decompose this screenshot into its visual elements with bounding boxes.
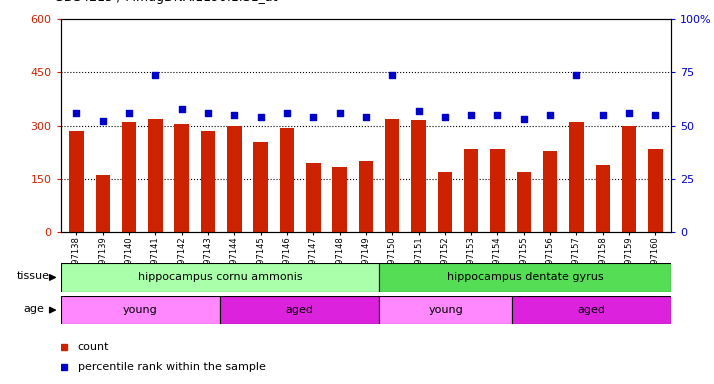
- Point: [650, 112, 661, 118]
- Bar: [227, 126, 241, 232]
- Text: GDS4215 / MmugDNA.1190.1.S1_at: GDS4215 / MmugDNA.1190.1.S1_at: [54, 0, 277, 4]
- Point: [334, 110, 346, 116]
- Bar: [622, 126, 636, 232]
- Point: [255, 114, 266, 120]
- Point: [386, 71, 398, 78]
- Text: age: age: [23, 304, 44, 314]
- Bar: [379, 263, 671, 292]
- Point: [597, 112, 608, 118]
- Bar: [438, 172, 452, 232]
- Bar: [306, 163, 321, 232]
- Point: [124, 110, 135, 116]
- Bar: [220, 296, 379, 324]
- Bar: [61, 296, 220, 324]
- Text: count: count: [78, 342, 109, 352]
- Bar: [96, 175, 110, 232]
- Point: [439, 114, 451, 120]
- Text: aged: aged: [578, 305, 605, 315]
- Bar: [595, 165, 610, 232]
- Bar: [358, 161, 373, 232]
- Text: young: young: [123, 305, 158, 315]
- Text: hippocampus cornu ammonis: hippocampus cornu ammonis: [138, 272, 302, 283]
- Bar: [201, 131, 216, 232]
- Point: [228, 112, 240, 118]
- Bar: [411, 121, 426, 232]
- Bar: [648, 149, 663, 232]
- Point: [176, 106, 188, 112]
- Bar: [61, 263, 379, 292]
- Point: [570, 71, 582, 78]
- Bar: [122, 122, 136, 232]
- Point: [466, 112, 477, 118]
- Bar: [516, 172, 531, 232]
- Bar: [385, 119, 399, 232]
- Point: [492, 112, 503, 118]
- Point: [413, 108, 424, 114]
- Point: [623, 110, 635, 116]
- Bar: [569, 122, 583, 232]
- Bar: [464, 149, 478, 232]
- Bar: [491, 149, 505, 232]
- Point: [150, 71, 161, 78]
- Point: [97, 118, 109, 124]
- Bar: [69, 131, 84, 232]
- Point: [518, 116, 530, 122]
- Point: [71, 110, 82, 116]
- Point: [308, 114, 319, 120]
- Bar: [280, 127, 294, 232]
- Text: percentile rank within the sample: percentile rank within the sample: [78, 362, 266, 372]
- Text: hippocampus dentate gyrus: hippocampus dentate gyrus: [447, 272, 603, 283]
- Bar: [333, 167, 347, 232]
- Text: tissue: tissue: [17, 271, 50, 281]
- Text: young: young: [428, 305, 463, 315]
- Point: [281, 110, 293, 116]
- Point: [544, 112, 555, 118]
- Bar: [543, 151, 558, 232]
- Bar: [512, 296, 671, 324]
- Point: [360, 114, 371, 120]
- Point: [202, 110, 213, 116]
- Bar: [174, 124, 189, 232]
- Bar: [379, 296, 512, 324]
- Text: aged: aged: [286, 305, 313, 315]
- Bar: [253, 142, 268, 232]
- Bar: [149, 119, 163, 232]
